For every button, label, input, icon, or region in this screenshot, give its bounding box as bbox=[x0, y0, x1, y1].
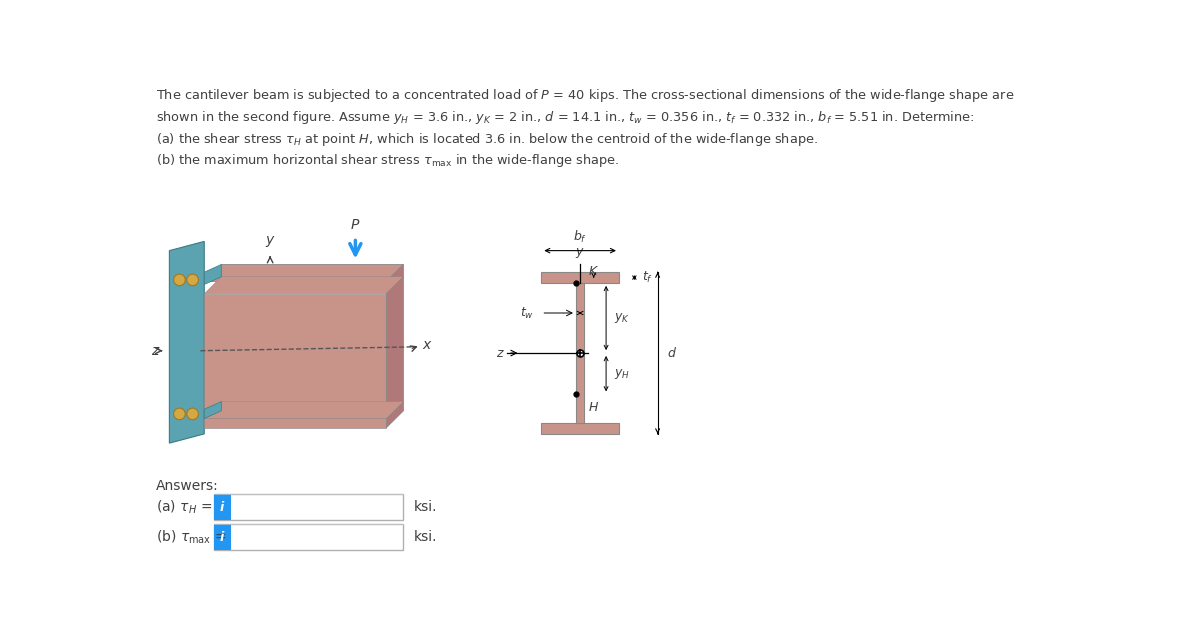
Bar bbox=[214, 494, 230, 520]
Text: $x$: $x$ bbox=[422, 338, 433, 353]
Bar bbox=[541, 272, 619, 283]
Text: $y_H$: $y_H$ bbox=[614, 367, 630, 380]
Circle shape bbox=[174, 408, 185, 420]
Text: $y$: $y$ bbox=[575, 246, 586, 260]
Circle shape bbox=[174, 274, 185, 286]
Text: i: i bbox=[220, 531, 224, 544]
Text: $y$: $y$ bbox=[265, 234, 276, 249]
Text: $b_f$: $b_f$ bbox=[574, 229, 587, 245]
Polygon shape bbox=[386, 401, 403, 428]
Text: shown in the second figure. Assume $y_H$ = 3.6 in., $y_K$ = 2 in., $d$ = 14.1 in: shown in the second figure. Assume $y_H$… bbox=[156, 109, 974, 126]
Circle shape bbox=[187, 408, 198, 420]
Polygon shape bbox=[204, 401, 403, 418]
Text: $K$: $K$ bbox=[588, 265, 599, 277]
FancyBboxPatch shape bbox=[214, 525, 403, 550]
Polygon shape bbox=[204, 277, 403, 294]
Text: (a) the shear stress $\tau_H$ at point $H$, which is located 3.6 in. below the c: (a) the shear stress $\tau_H$ at point $… bbox=[156, 131, 818, 147]
Bar bbox=[576, 283, 584, 423]
Text: ksi.: ksi. bbox=[414, 500, 437, 514]
Text: $H$: $H$ bbox=[588, 401, 599, 414]
Text: $z$: $z$ bbox=[151, 344, 161, 358]
Text: (b) $\tau_{\mathrm{max}}$ =: (b) $\tau_{\mathrm{max}}$ = bbox=[156, 528, 227, 546]
Polygon shape bbox=[204, 264, 221, 284]
Text: $y_K$: $y_K$ bbox=[614, 311, 630, 325]
Polygon shape bbox=[204, 418, 386, 428]
Text: $t_f$: $t_f$ bbox=[642, 270, 653, 285]
Polygon shape bbox=[169, 241, 204, 443]
Polygon shape bbox=[204, 401, 221, 418]
Text: $d$: $d$ bbox=[667, 346, 677, 360]
Polygon shape bbox=[204, 294, 386, 418]
Text: $t_w$: $t_w$ bbox=[520, 305, 534, 320]
Text: Answers:: Answers: bbox=[156, 479, 218, 494]
Text: (a) $\tau_H$ =: (a) $\tau_H$ = bbox=[156, 499, 212, 516]
Polygon shape bbox=[386, 264, 403, 294]
Polygon shape bbox=[204, 264, 403, 281]
Text: $z$: $z$ bbox=[496, 346, 505, 360]
Text: i: i bbox=[220, 501, 224, 514]
Text: (b) the maximum horizontal shear stress $\tau_{\mathrm{max}}$ in the wide-flange: (b) the maximum horizontal shear stress … bbox=[156, 152, 619, 169]
Polygon shape bbox=[386, 277, 403, 418]
Text: $P$: $P$ bbox=[350, 218, 360, 232]
FancyBboxPatch shape bbox=[214, 494, 403, 520]
Bar bbox=[541, 423, 619, 434]
Text: ksi.: ksi. bbox=[414, 530, 437, 544]
Text: The cantilever beam is subjected to a concentrated load of $P$ = 40 kips. The cr: The cantilever beam is subjected to a co… bbox=[156, 87, 1014, 104]
Circle shape bbox=[187, 274, 198, 286]
Bar bbox=[214, 525, 230, 550]
